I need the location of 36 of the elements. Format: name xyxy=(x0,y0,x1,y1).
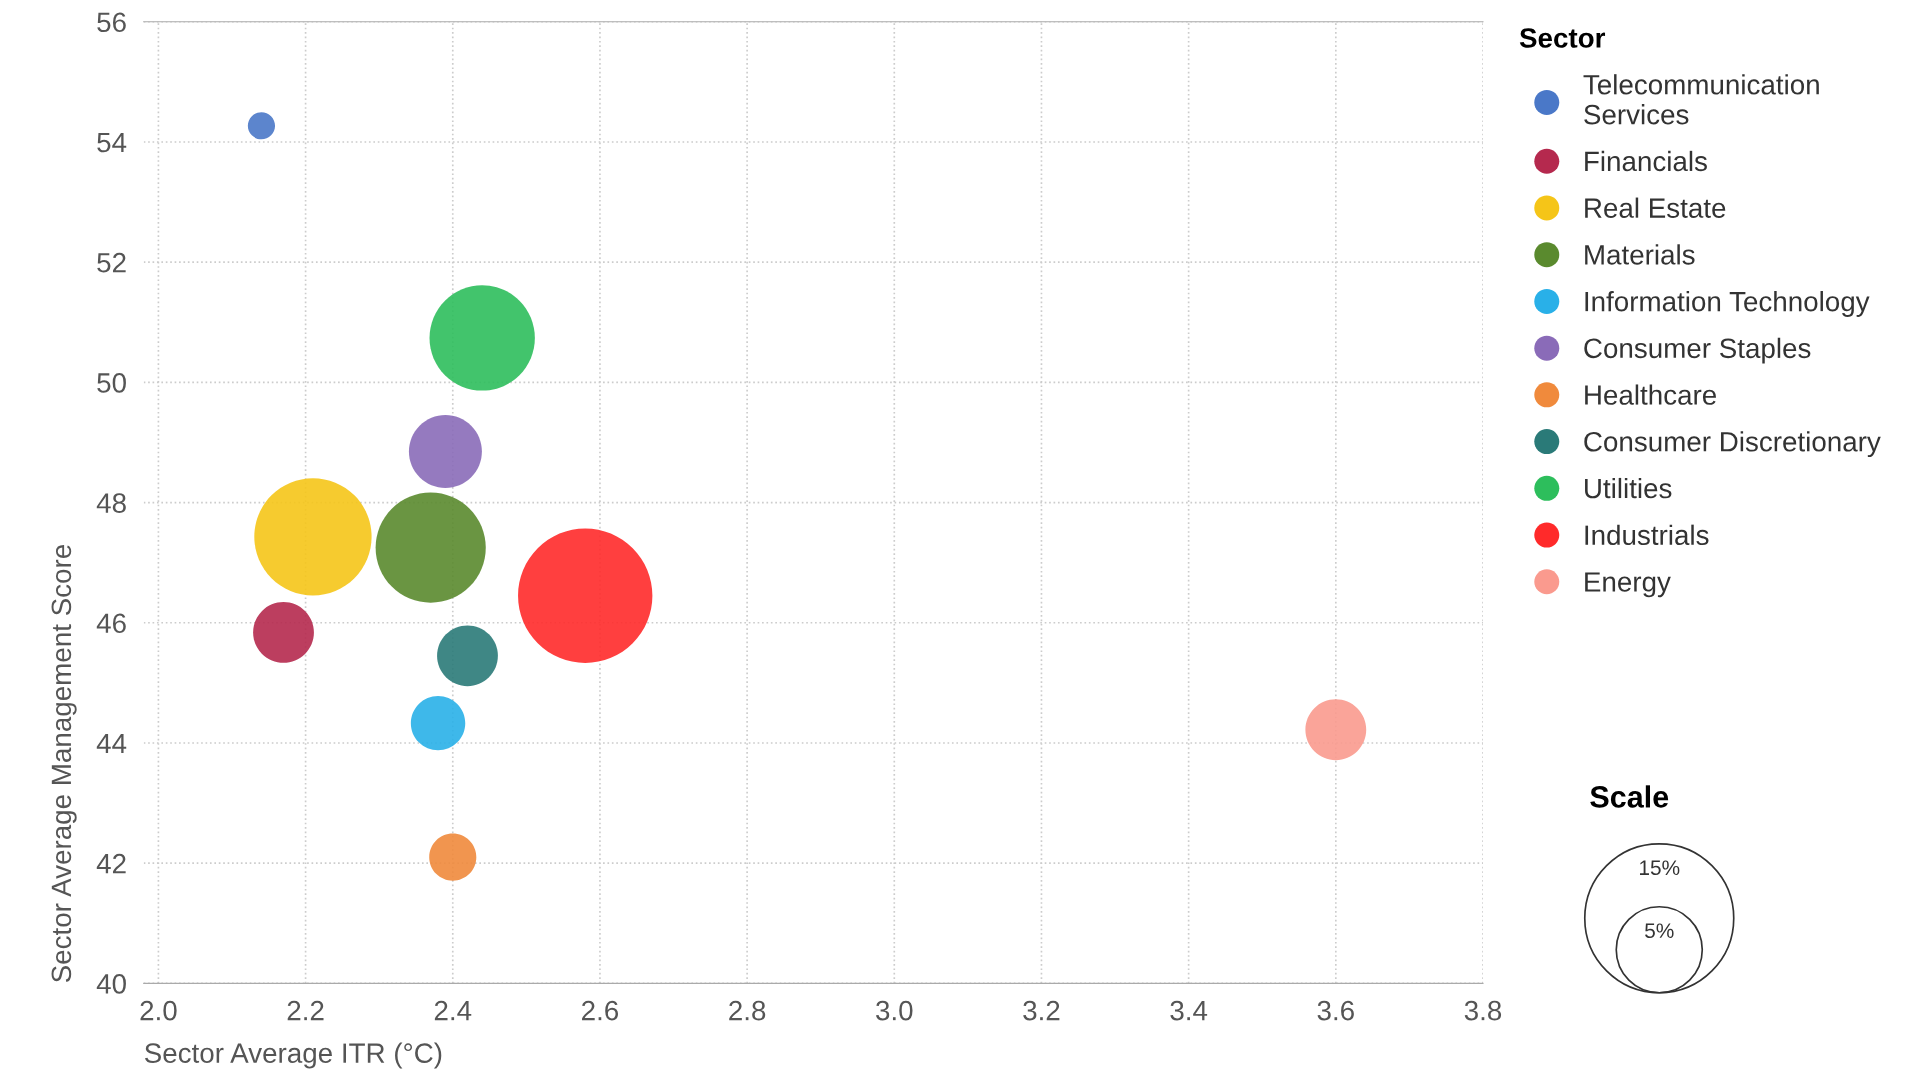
legend-label: 5% xyxy=(1645,923,1674,939)
x-tick-label: 3.4 xyxy=(1170,1000,1208,1021)
legend-label: 15% xyxy=(1640,860,1680,876)
x-axis-title: Sector Average ITR (°C) xyxy=(144,1042,442,1069)
text: Scale xyxy=(1590,785,1669,808)
y-axis-title: Sector Average Management Score xyxy=(51,545,77,983)
x-tick-label: 2.2 xyxy=(287,1000,324,1021)
y-tick-label: 48 xyxy=(96,493,126,513)
x-tick-label: 3.8 xyxy=(1464,1000,1502,1021)
x-tick-label: 3.2 xyxy=(1023,1000,1060,1021)
legend-label: Financials xyxy=(1585,150,1707,172)
y-tick-label: 46 xyxy=(96,613,126,634)
legend-label: Consumer Staples xyxy=(1584,337,1811,364)
y-tick-label: 44 xyxy=(96,733,127,754)
y-tick-label: 54 xyxy=(97,132,127,153)
legend-label: Healthcare xyxy=(1585,384,1716,405)
x-tick-label: 2.6 xyxy=(582,1000,619,1021)
x-tick-label: 2.8 xyxy=(729,1000,766,1021)
legend-title: Sector xyxy=(1519,28,1606,48)
legend-label: Real Estate xyxy=(1585,197,1726,218)
legend-label: Telecommunication Services xyxy=(1583,74,1819,125)
y-tick-label: 50 xyxy=(97,373,126,393)
legend-label: Consumer Discretionary xyxy=(1584,431,1881,458)
legend-label: Energy xyxy=(1585,572,1671,598)
y-tick-label: 40 xyxy=(96,974,126,994)
x-tick-label: 3.6 xyxy=(1317,1000,1354,1021)
x-tick-label: 2.0 xyxy=(140,1000,177,1021)
y-tick-label: 52 xyxy=(97,252,126,273)
y-tick-label: 56 xyxy=(97,12,126,33)
y-tick-label: 42 xyxy=(96,853,126,874)
x-tick-label: 2.4 xyxy=(434,1000,472,1021)
legend-label: Information Technology xyxy=(1585,291,1870,317)
legend-label: Materials xyxy=(1585,244,1695,265)
x-tick-label: 3.0 xyxy=(876,1000,913,1021)
legend-label: Utilities xyxy=(1585,477,1672,499)
legend-label: Industrials xyxy=(1585,524,1709,546)
